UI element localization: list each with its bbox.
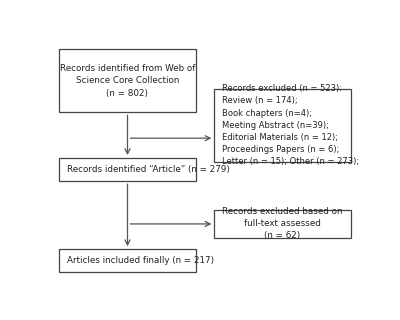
Bar xyxy=(214,210,351,238)
Bar xyxy=(59,50,196,112)
Text: Records excluded based on
full-text assessed
(n = 62): Records excluded based on full-text asse… xyxy=(222,207,343,240)
Bar xyxy=(214,89,351,162)
Text: Articles included finally (n = 217): Articles included finally (n = 217) xyxy=(67,256,214,265)
Text: Records identified from Web of
Science Core Collection
(n = 802): Records identified from Web of Science C… xyxy=(60,64,195,98)
Bar xyxy=(59,158,196,181)
Bar xyxy=(59,249,196,273)
Text: Records identified “Article” (n = 279): Records identified “Article” (n = 279) xyxy=(67,165,230,174)
Text: Records excluded (n = 523):
Review (n = 174);
Book chapters (n=4);
Meeting Abstr: Records excluded (n = 523): Review (n = … xyxy=(222,84,359,166)
